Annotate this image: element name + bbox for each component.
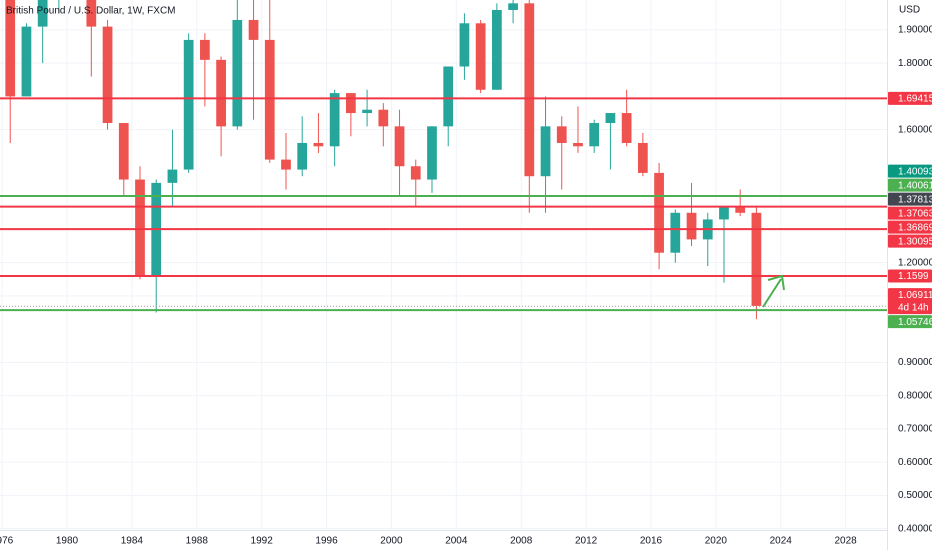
x-tick-label: 2012 bbox=[575, 536, 598, 547]
candle-body bbox=[5, 0, 16, 97]
candle-body bbox=[443, 66, 454, 127]
candle-body bbox=[232, 19, 243, 127]
candle-body bbox=[475, 23, 486, 90]
candle-body bbox=[37, 0, 48, 27]
candle-body bbox=[378, 109, 389, 127]
candle-body bbox=[21, 26, 32, 97]
candle-body bbox=[427, 126, 437, 180]
candle-body bbox=[573, 142, 583, 147]
candle-body bbox=[102, 26, 113, 124]
candle-body bbox=[524, 3, 535, 177]
candle-body bbox=[637, 142, 648, 173]
candle-body bbox=[200, 39, 210, 60]
candle-body bbox=[719, 206, 729, 220]
x-tick-label: 1980 bbox=[56, 536, 79, 547]
candle-body bbox=[118, 123, 129, 180]
x-tick-label: 1996 bbox=[315, 536, 338, 547]
candle-body bbox=[281, 159, 291, 170]
candle-body bbox=[264, 39, 275, 160]
candle-body bbox=[589, 123, 600, 147]
grid bbox=[0, 0, 887, 530]
price-box bbox=[888, 206, 932, 220]
candle-body bbox=[297, 142, 308, 170]
price-box-label: 1.06911 bbox=[898, 290, 932, 301]
price-box-label: 1.40061 bbox=[898, 180, 932, 191]
x-tick-label: 1992 bbox=[251, 536, 274, 547]
price-box bbox=[888, 164, 932, 178]
price-box-label: 1.37813 bbox=[898, 194, 932, 205]
x-tick-label: 2000 bbox=[380, 536, 403, 547]
axes: 1976 1980 1984 1988 1992 1996 2000 2004 2008 2012… bbox=[0, 25, 932, 547]
candle-body bbox=[492, 9, 502, 90]
candle-body bbox=[216, 59, 226, 127]
currency-label: USD bbox=[899, 5, 920, 16]
chart-title: British Pound / U.S. Dollar, 1W, FXCM bbox=[6, 6, 176, 17]
candle-body bbox=[735, 206, 746, 213]
candle-body bbox=[540, 126, 551, 177]
y-tick-label: 0.90000 bbox=[898, 357, 932, 368]
price-box bbox=[888, 234, 932, 248]
x-tick-label: 2004 bbox=[445, 536, 468, 547]
y-tick-label: 1.20000 bbox=[898, 257, 932, 268]
candle-body bbox=[670, 212, 681, 253]
price-box-label: 1.69415 bbox=[898, 94, 932, 105]
plot-area bbox=[0, 0, 887, 320]
candle-body bbox=[167, 169, 178, 183]
candle-body bbox=[183, 39, 194, 170]
x-tick-label: 1988 bbox=[186, 536, 209, 547]
arrow bbox=[762, 274, 785, 308]
price-box-label: 1.36869 bbox=[898, 222, 932, 233]
x-tick-label: 2024 bbox=[770, 536, 793, 547]
candle-body bbox=[86, 0, 97, 27]
x-tick-label: 2016 bbox=[640, 536, 663, 547]
y-tick-label: 0.60000 bbox=[898, 457, 932, 468]
candle-body bbox=[621, 113, 632, 143]
candle-body bbox=[654, 172, 664, 253]
arrow-head bbox=[767, 274, 785, 291]
price-box-label: 1.37063 bbox=[898, 208, 932, 219]
candle-body bbox=[248, 19, 259, 40]
candle-body bbox=[751, 212, 762, 306]
price-box bbox=[888, 288, 932, 315]
y-tick-label: 0.70000 bbox=[898, 424, 932, 435]
price-box bbox=[888, 192, 932, 206]
price-box bbox=[888, 91, 932, 105]
candle-body bbox=[329, 93, 340, 147]
price-box bbox=[888, 315, 932, 329]
x-tick-label: 1984 bbox=[121, 536, 144, 547]
candle-body bbox=[346, 93, 356, 114]
candle-body bbox=[394, 126, 405, 167]
price-box-label: 1.05746 bbox=[898, 317, 932, 328]
candle-body bbox=[362, 109, 372, 114]
y-tick-label: 1.60000 bbox=[898, 124, 932, 135]
candle-body bbox=[556, 126, 567, 143]
price-box bbox=[888, 178, 932, 192]
x-tick-label: 1976 bbox=[0, 536, 14, 547]
price-box-label: 1.40093 bbox=[898, 166, 932, 177]
candle-body bbox=[686, 212, 697, 240]
candle-body bbox=[605, 113, 616, 124]
candle-body bbox=[313, 142, 324, 147]
y-tick-label: 0.50000 bbox=[898, 490, 932, 501]
y-tick-label: 0.40000 bbox=[898, 523, 932, 534]
countdown-label: 4d 14h bbox=[898, 302, 929, 313]
y-tick-label: 1.80000 bbox=[898, 58, 932, 69]
y-tick-label: 0.80000 bbox=[898, 390, 932, 401]
arrow-shaft bbox=[762, 278, 782, 308]
x-tick-label: 2008 bbox=[510, 536, 533, 547]
candle-body bbox=[410, 166, 421, 180]
y-tick-label: 1.90000 bbox=[898, 25, 932, 36]
price-box bbox=[888, 220, 932, 234]
x-tick-label: 2028 bbox=[835, 536, 858, 547]
candle-body bbox=[508, 3, 518, 10]
candle-body bbox=[459, 23, 470, 67]
x-tick-label: 2020 bbox=[705, 536, 728, 547]
candle-body bbox=[135, 179, 145, 276]
price-box-label: 1.1599 bbox=[898, 271, 929, 282]
price-box-label: 1.30095 bbox=[898, 236, 932, 247]
price-box bbox=[888, 269, 932, 283]
